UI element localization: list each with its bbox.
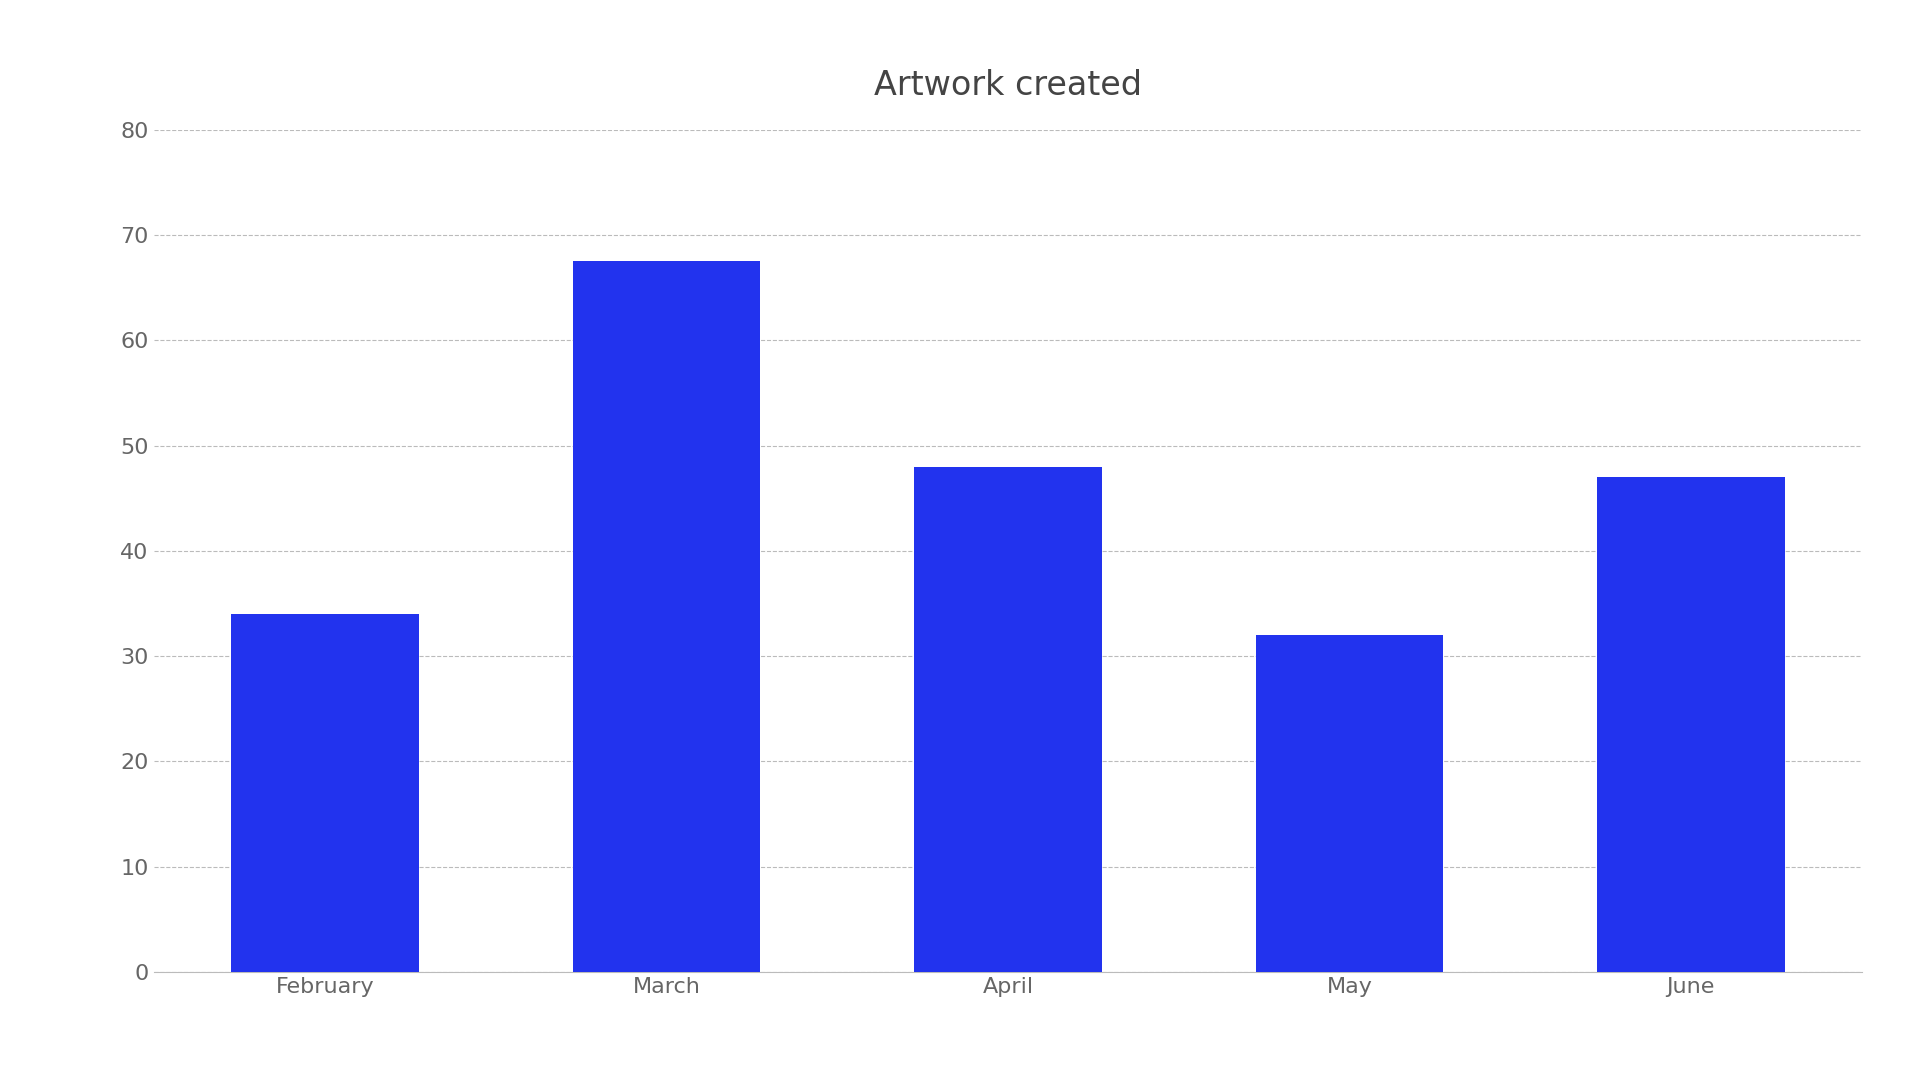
- Bar: [1597, 477, 1786, 972]
- Bar: [914, 467, 1102, 972]
- Bar: [572, 261, 760, 972]
- Bar: [230, 613, 419, 972]
- Bar: [1256, 635, 1444, 972]
- Title: Artwork created: Artwork created: [874, 69, 1142, 102]
